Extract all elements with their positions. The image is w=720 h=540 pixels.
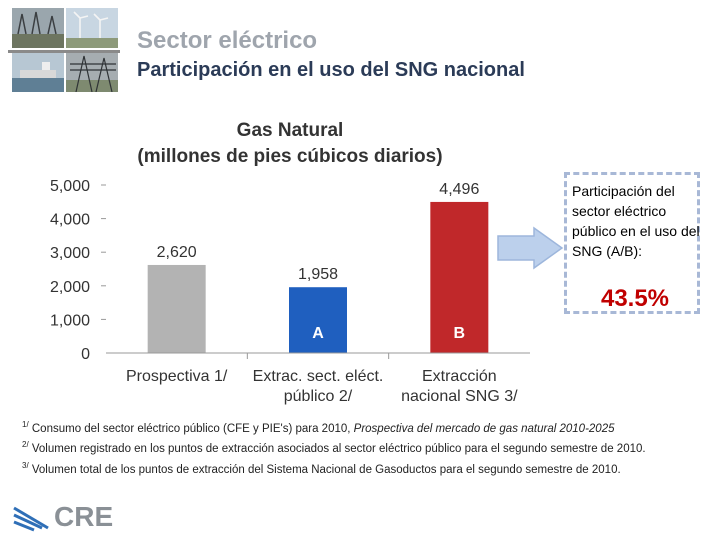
x-axis: Prospectiva 1/Extrac. sect. eléct. públic… xyxy=(106,352,530,405)
header-photos xyxy=(12,8,118,92)
y-axis: 0 1,000 2,000 3,000 4,000 5,000 xyxy=(50,178,106,363)
bar-letter-label: B xyxy=(454,325,466,342)
bar-value-label: 4,496 xyxy=(439,181,479,198)
y-tick-label: 2,000 xyxy=(50,279,90,296)
bar-value-label: 1,958 xyxy=(298,266,338,283)
bar-value-label: 2,620 xyxy=(157,244,197,261)
footnote-3: 3/ Volumen total de los puntos de extrac… xyxy=(22,460,621,476)
cre-logo: CRE xyxy=(13,501,113,532)
participation-callout: Participación del sector eléctrico públi… xyxy=(564,172,700,314)
x-tick-label: Extracción xyxy=(422,368,497,385)
bars: 2,620 1,958 A 4,496 B xyxy=(147,181,489,353)
cre-logo-icon xyxy=(13,506,49,532)
section-subtitle: Participación en el uso del SNG nacional xyxy=(137,59,525,81)
gas-bar-chart: Gas Natural (millones de pies cúbicos di… xyxy=(50,120,530,405)
x-tick-label: nacional SNG 3/ xyxy=(401,388,518,405)
substation-photo-icon xyxy=(12,8,64,48)
chart-subtitle: (millones de pies cúbicos diarios) xyxy=(137,146,442,167)
y-tick-label: 5,000 xyxy=(50,178,90,195)
section-title: Sector eléctrico xyxy=(137,27,318,54)
footnotes: 1/ Consumo del sector eléctrico público … xyxy=(22,417,702,478)
footnote-1: 1/ Consumo del sector eléctrico público … xyxy=(22,420,615,435)
wind-turbines-photo-icon xyxy=(66,8,118,48)
x-tick-label: Extrac. sect. eléct. xyxy=(253,368,384,385)
x-tick-label: Prospectiva 1/ xyxy=(126,368,228,385)
header-rule xyxy=(8,50,120,53)
bar xyxy=(147,264,206,353)
y-tick-label: 1,000 xyxy=(50,312,90,329)
x-tick-label: público 2/ xyxy=(284,388,353,405)
callout-text: Participación del sector eléctrico públi… xyxy=(572,183,700,259)
right-arrow-icon xyxy=(497,226,564,270)
footnote-2: 2/ Volumen registrado en los puntos de e… xyxy=(22,440,646,456)
y-tick-label: 4,000 xyxy=(50,212,90,229)
chart-title: Gas Natural xyxy=(237,120,344,141)
callout-value: 43.5% xyxy=(600,285,670,312)
bar xyxy=(430,201,489,353)
ship-photo-icon xyxy=(12,52,64,92)
bar xyxy=(289,287,347,353)
bar-letter-label: A xyxy=(312,325,324,342)
y-tick-label: 3,000 xyxy=(50,245,90,262)
y-tick-label: 0 xyxy=(81,346,90,363)
power-lines-photo-icon xyxy=(66,52,118,92)
cre-logo-text: CRE xyxy=(54,501,113,532)
